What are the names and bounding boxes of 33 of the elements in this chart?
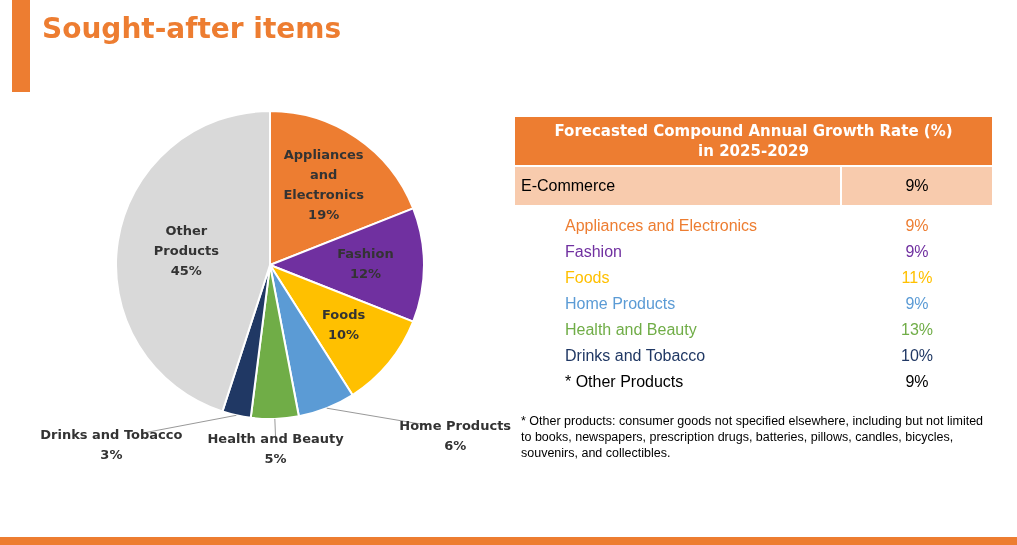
text: 11% — [901, 269, 933, 286]
chart-title: Sought-after items — [42, 12, 342, 45]
slice-label: Drinks and Tobacco — [40, 426, 183, 442]
text: Forecasted Compound Annual Growth Rate (%) in 2025-2029 — [515, 117, 992, 165]
slice-label: Appliances and Electronics — [283, 147, 365, 203]
text: 10% — [900, 347, 934, 364]
category-label: Home Products — [564, 295, 677, 313]
text: * Other products: consumer goods not specified elsewhere, including but not limited to books, newspapers, prescription drugs, batteries, pillows, candles, bicycles, souvenirs, and collectibles. — [520, 413, 985, 461]
data-label: 19% — [308, 207, 340, 223]
data-label: 6% — [444, 438, 467, 454]
text: 9% — [905, 295, 929, 312]
text: 13% — [900, 321, 934, 338]
text: 9% — [905, 243, 929, 260]
data-label: 45% — [170, 263, 202, 279]
slice-label: Home Products — [399, 418, 512, 434]
data-label: 3% — [100, 446, 123, 462]
data-label: 10% — [328, 327, 360, 343]
data-label: 5% — [264, 451, 287, 467]
category-label: Appliances and Electronics — [564, 217, 759, 235]
slice-label: Fashion — [337, 246, 394, 262]
category-label: * Other Products — [564, 373, 685, 391]
text: 9% — [905, 373, 929, 390]
slice-label: Other Products — [153, 223, 220, 259]
slice-label: Foods — [321, 307, 366, 323]
text: 9% — [905, 217, 929, 234]
category-label: E-Commerce — [515, 167, 842, 205]
slice-label: Health and Beauty — [207, 431, 345, 447]
text: 9% — [905, 177, 929, 194]
category-label: Health and Beauty — [564, 321, 698, 339]
category-label: Foods — [564, 269, 611, 287]
category-label: Fashion — [564, 243, 623, 261]
data-label: 12% — [349, 266, 382, 282]
category-label: Drinks and Tobacco — [564, 347, 707, 365]
